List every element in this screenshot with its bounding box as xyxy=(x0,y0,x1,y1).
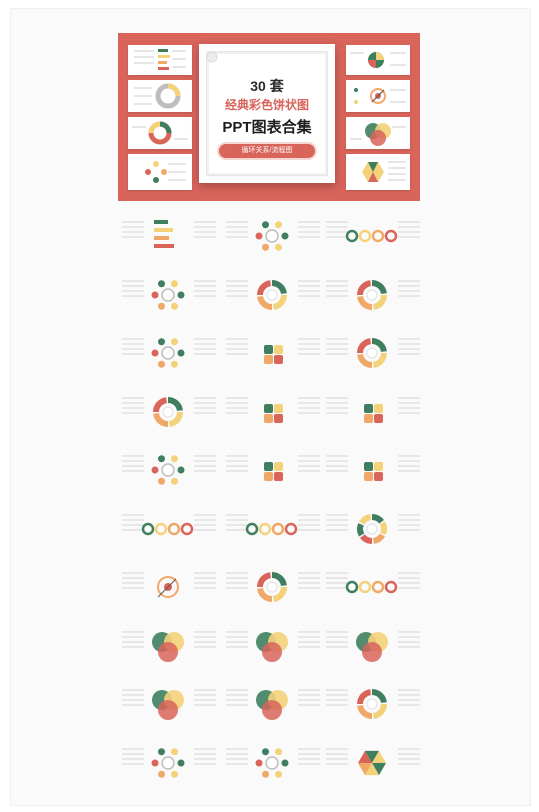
chart-sample-circle-row[interactable] xyxy=(322,561,442,611)
chart-sample-pie-rings[interactable] xyxy=(322,678,442,728)
chart-sample-venn-three[interactable] xyxy=(118,620,238,670)
chart-sample-venn-flow[interactable] xyxy=(222,620,342,670)
chart-sample-circle-flow[interactable] xyxy=(222,210,342,260)
title-card-border xyxy=(207,52,327,175)
category-tag: 循环关系/流程图 xyxy=(219,144,315,158)
chart-sample-puzzle-ring[interactable] xyxy=(222,386,342,436)
chart-sample-dashed-ring[interactable] xyxy=(222,561,342,611)
chart-sample-ring-segments[interactable] xyxy=(222,269,342,319)
chart-sample-numbered-cycle[interactable] xyxy=(322,327,442,377)
chart-sample-hexagon-cycle[interactable] xyxy=(322,737,442,787)
thumbnail-venn[interactable] xyxy=(346,117,410,149)
title-card: 30 套 经典彩色饼状图 PPT图表合集 循环关系/流程图 xyxy=(199,44,335,183)
chart-sample-arrow-square[interactable] xyxy=(222,327,342,377)
thumbnail-bar-list[interactable] xyxy=(128,45,192,75)
thumbnail-ring[interactable] xyxy=(128,80,192,112)
chart-sample-tag-cards[interactable] xyxy=(322,210,442,260)
chart-sample-arrow-cycle-2[interactable] xyxy=(222,503,342,553)
chart-sample-leaf-circles[interactable] xyxy=(222,678,342,728)
thumbnail-venn-pie[interactable] xyxy=(346,45,410,75)
chart-sample-dot-cluster[interactable] xyxy=(118,444,238,494)
chart-sample-circle-network[interactable] xyxy=(222,737,342,787)
chart-sample-cycle-list[interactable] xyxy=(118,386,238,436)
chart-sample-puzzle-steps[interactable] xyxy=(222,444,342,494)
chart-sample-quad-circles[interactable] xyxy=(322,620,442,670)
chart-sample-puzzle-circle[interactable] xyxy=(322,386,442,436)
pushpin-icon xyxy=(206,51,218,63)
set-count: 30 套 xyxy=(250,78,284,94)
chart-sample-puzzle-square[interactable] xyxy=(322,444,442,494)
thumbnail-target[interactable] xyxy=(346,80,410,112)
chart-sample-icon-flow[interactable] xyxy=(118,327,238,377)
thumbnail-scatter-flow[interactable] xyxy=(128,154,192,190)
poster-title: PPT图表合集 xyxy=(222,119,312,136)
chart-sample-spoke-icons[interactable] xyxy=(118,269,238,319)
thumbnail-hexagon-cycle[interactable] xyxy=(346,154,410,190)
chart-sample-dotted-ring[interactable] xyxy=(118,737,238,787)
chart-sample-half-circles[interactable] xyxy=(118,678,238,728)
chart-sample-arrow-cycle[interactable] xyxy=(118,503,238,553)
thumbnail-cycle[interactable] xyxy=(128,117,192,149)
chart-sample-ring-cycle[interactable] xyxy=(322,269,442,319)
poster-subtitle: 经典彩色饼状图 xyxy=(224,98,309,112)
chart-sample-segmented-cycle[interactable] xyxy=(322,503,442,553)
chart-sample-target[interactable] xyxy=(118,561,238,611)
chart-sample-bar-list[interactable] xyxy=(118,210,238,260)
